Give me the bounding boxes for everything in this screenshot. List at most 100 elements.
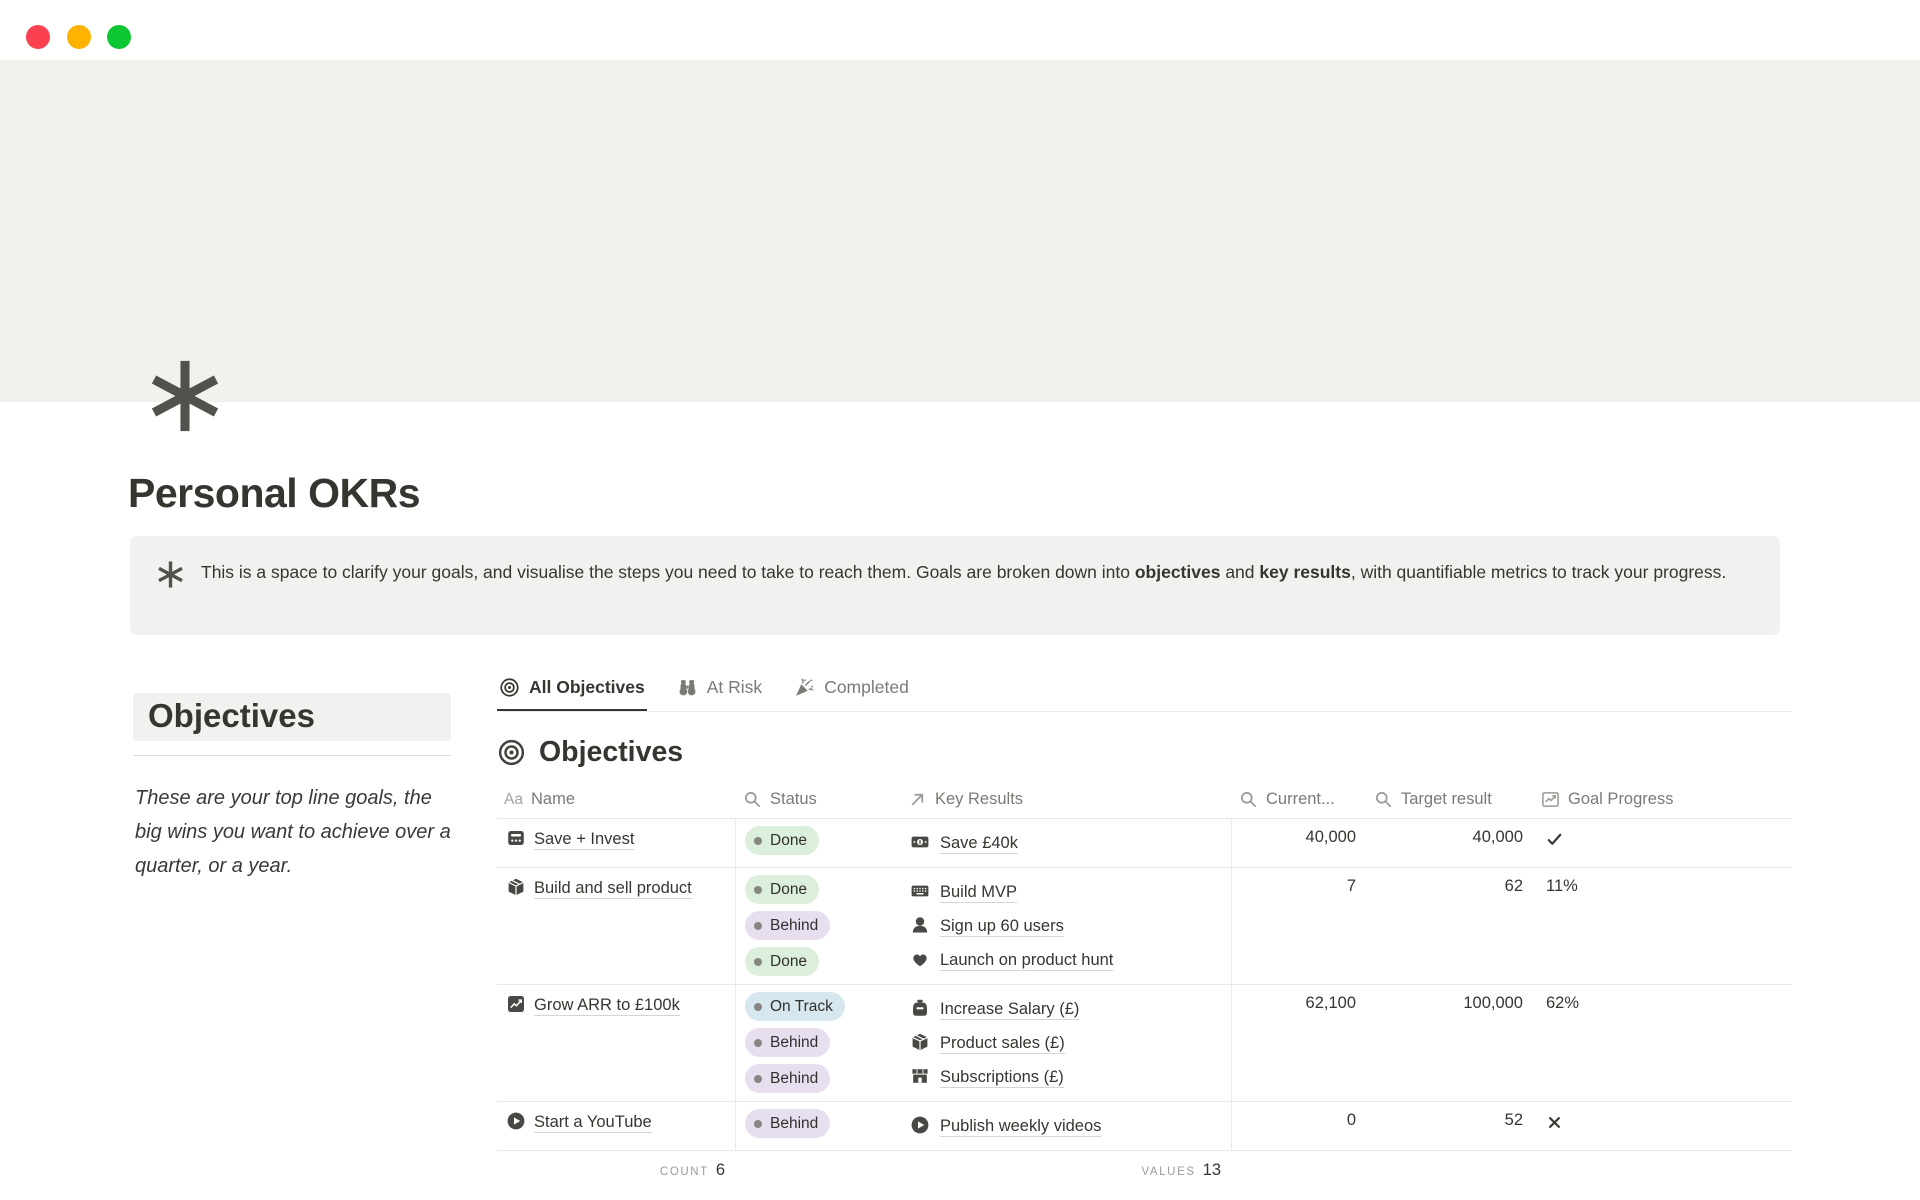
footer-spacer [1232, 1151, 1367, 1190]
keyboard-icon [910, 881, 930, 901]
status-label: On Track [770, 997, 833, 1015]
empty-cell [1719, 868, 1792, 985]
close-window-button[interactable] [26, 25, 50, 49]
status-label: Behind [770, 1114, 819, 1132]
key-result-link-sign-up-60-users[interactable]: Sign up 60 users [940, 917, 1064, 937]
key-result-link-save-40k[interactable]: Save £40k [940, 834, 1018, 854]
key-result-link-build-mvp[interactable]: Build MVP [940, 883, 1018, 903]
column-header-goal-progress[interactable]: Goal Progress [1534, 781, 1719, 819]
database-view: All Objectives At Risk Completed Objective… [497, 666, 1792, 1190]
status-pill-behind[interactable]: Behind [745, 1028, 831, 1057]
table-title-row: Objectives [497, 736, 1792, 769]
target-icon [497, 738, 526, 767]
check-icon [1546, 831, 1563, 848]
key-results-cell: Save £40k [901, 819, 1232, 868]
tab-at-risk[interactable]: At Risk [675, 666, 764, 711]
column-header-key-results[interactable]: Key Results [901, 781, 1232, 819]
status-label: Behind [770, 1033, 819, 1051]
column-header-label: Current... [1266, 790, 1335, 808]
key-result-item: Save £40k [910, 826, 1222, 860]
status-dot [754, 921, 762, 930]
key-results-cell: Increase Salary (£) Product sales (£) Subs… [901, 985, 1232, 1102]
chart-icon [1541, 790, 1560, 809]
divider [133, 755, 451, 756]
goal-progress-cell[interactable] [1534, 1102, 1719, 1151]
status-pill-done[interactable]: Done [745, 947, 820, 976]
arrow-ne-icon [908, 790, 927, 809]
column-header-name[interactable]: Aa Name [497, 781, 736, 819]
callout-bold-text: key results [1259, 562, 1351, 582]
goal-progress-cell[interactable]: 11% [1534, 868, 1719, 985]
count-label: COUNT [659, 1166, 709, 1178]
column-header-label: Goal Progress [1568, 790, 1674, 808]
values-label: VALUES [1141, 1166, 1196, 1178]
callout-block: This is a space to clarify your goals, a… [130, 536, 1780, 635]
current-result-cell[interactable]: 62,100 [1232, 985, 1367, 1102]
status-pill-behind[interactable]: Behind [745, 1109, 831, 1138]
tab-completed[interactable]: Completed [792, 666, 911, 711]
magnifier-icon [1374, 790, 1393, 809]
current-result-cell[interactable]: 40,000 [1232, 819, 1367, 868]
key-result-link-increase-salary[interactable]: Increase Salary (£) [940, 1000, 1080, 1020]
key-results-cell: Build MVP Sign up 60 users Launch on produ… [901, 868, 1232, 985]
tab-label: All Objectives [529, 677, 645, 697]
column-header-extra [1719, 781, 1792, 819]
values-aggregate[interactable]: VALUES 13 [901, 1151, 1232, 1190]
status-label: Done [770, 880, 808, 898]
target-result-cell[interactable]: 52 [1367, 1102, 1534, 1151]
play-icon [506, 1111, 526, 1131]
column-header-label: Status [770, 790, 817, 808]
count-aggregate[interactable]: COUNT 6 [497, 1151, 736, 1190]
status-dot [754, 1002, 762, 1011]
status-pill-done[interactable]: Done [745, 875, 820, 904]
empty-cell [1719, 1102, 1792, 1151]
status-pill-behind[interactable]: Behind [745, 911, 831, 940]
target-result-cell[interactable]: 62 [1367, 868, 1534, 985]
status-pill-behind[interactable]: Behind [745, 1064, 831, 1093]
name-cell: Build and sell product [497, 868, 736, 985]
storefront-icon [910, 1066, 930, 1086]
target-result-cell[interactable]: 40,000 [1367, 819, 1534, 868]
package-icon [506, 877, 526, 897]
page-cover[interactable] [0, 60, 1920, 402]
party-icon [794, 677, 815, 698]
asterisk-page-icon[interactable] [146, 357, 224, 435]
key-result-link-launch-on-product-hunt[interactable]: Launch on product hunt [940, 951, 1114, 971]
key-result-item: Build MVP [910, 875, 1222, 909]
tab-label: Completed [824, 677, 909, 697]
target-result-cell[interactable]: 100,000 [1367, 985, 1534, 1102]
objective-link-build-and-sell-product[interactable]: Build and sell product [534, 879, 692, 899]
callout-plain-text: , with quantifiable metrics to track you… [1350, 562, 1727, 582]
column-header-label: Name [531, 790, 576, 808]
package-icon [910, 1032, 930, 1052]
empty-cell [1719, 985, 1792, 1102]
status-label: Behind [770, 1069, 819, 1087]
status-pill-on-track[interactable]: On Track [745, 992, 845, 1021]
objective-link-save-invest[interactable]: Save + Invest [534, 830, 635, 850]
name-cell: Start a YouTube [497, 1102, 736, 1151]
minimize-window-button[interactable] [67, 25, 91, 49]
goal-progress-cell[interactable] [1534, 819, 1719, 868]
key-result-link-product-sales[interactable]: Product sales (£) [940, 1034, 1065, 1054]
tab-all-objectives[interactable]: All Objectives [497, 666, 647, 711]
column-header-target-result[interactable]: Target result [1367, 781, 1534, 819]
status-pill-done[interactable]: Done [745, 826, 820, 855]
objective-link-grow-arr-to-100k[interactable]: Grow ARR to £100k [534, 996, 680, 1016]
callout-bold-text: objectives [1134, 562, 1221, 582]
column-header-status[interactable]: Status [736, 781, 901, 819]
footer-spacer [1534, 1151, 1719, 1190]
key-result-item: Launch on product hunt [910, 943, 1222, 977]
column-header-label: Target result [1401, 790, 1492, 808]
key-result-link-subscriptions[interactable]: Subscriptions (£) [940, 1068, 1064, 1088]
key-result-link-publish-weekly-videos[interactable]: Publish weekly videos [940, 1117, 1102, 1137]
column-header-current[interactable]: Current... [1232, 781, 1367, 819]
goal-progress-cell[interactable]: 62% [1534, 985, 1719, 1102]
current-result-cell[interactable]: 7 [1232, 868, 1367, 985]
bust-icon [910, 915, 930, 935]
zoom-window-button[interactable] [107, 25, 131, 49]
tab-label: At Risk [706, 677, 763, 697]
objective-link-start-a-youtube[interactable]: Start a YouTube [534, 1113, 652, 1133]
status-cell: Done [736, 819, 901, 868]
callout-plain-text: and [1220, 562, 1260, 582]
current-result-cell[interactable]: 0 [1232, 1102, 1367, 1151]
